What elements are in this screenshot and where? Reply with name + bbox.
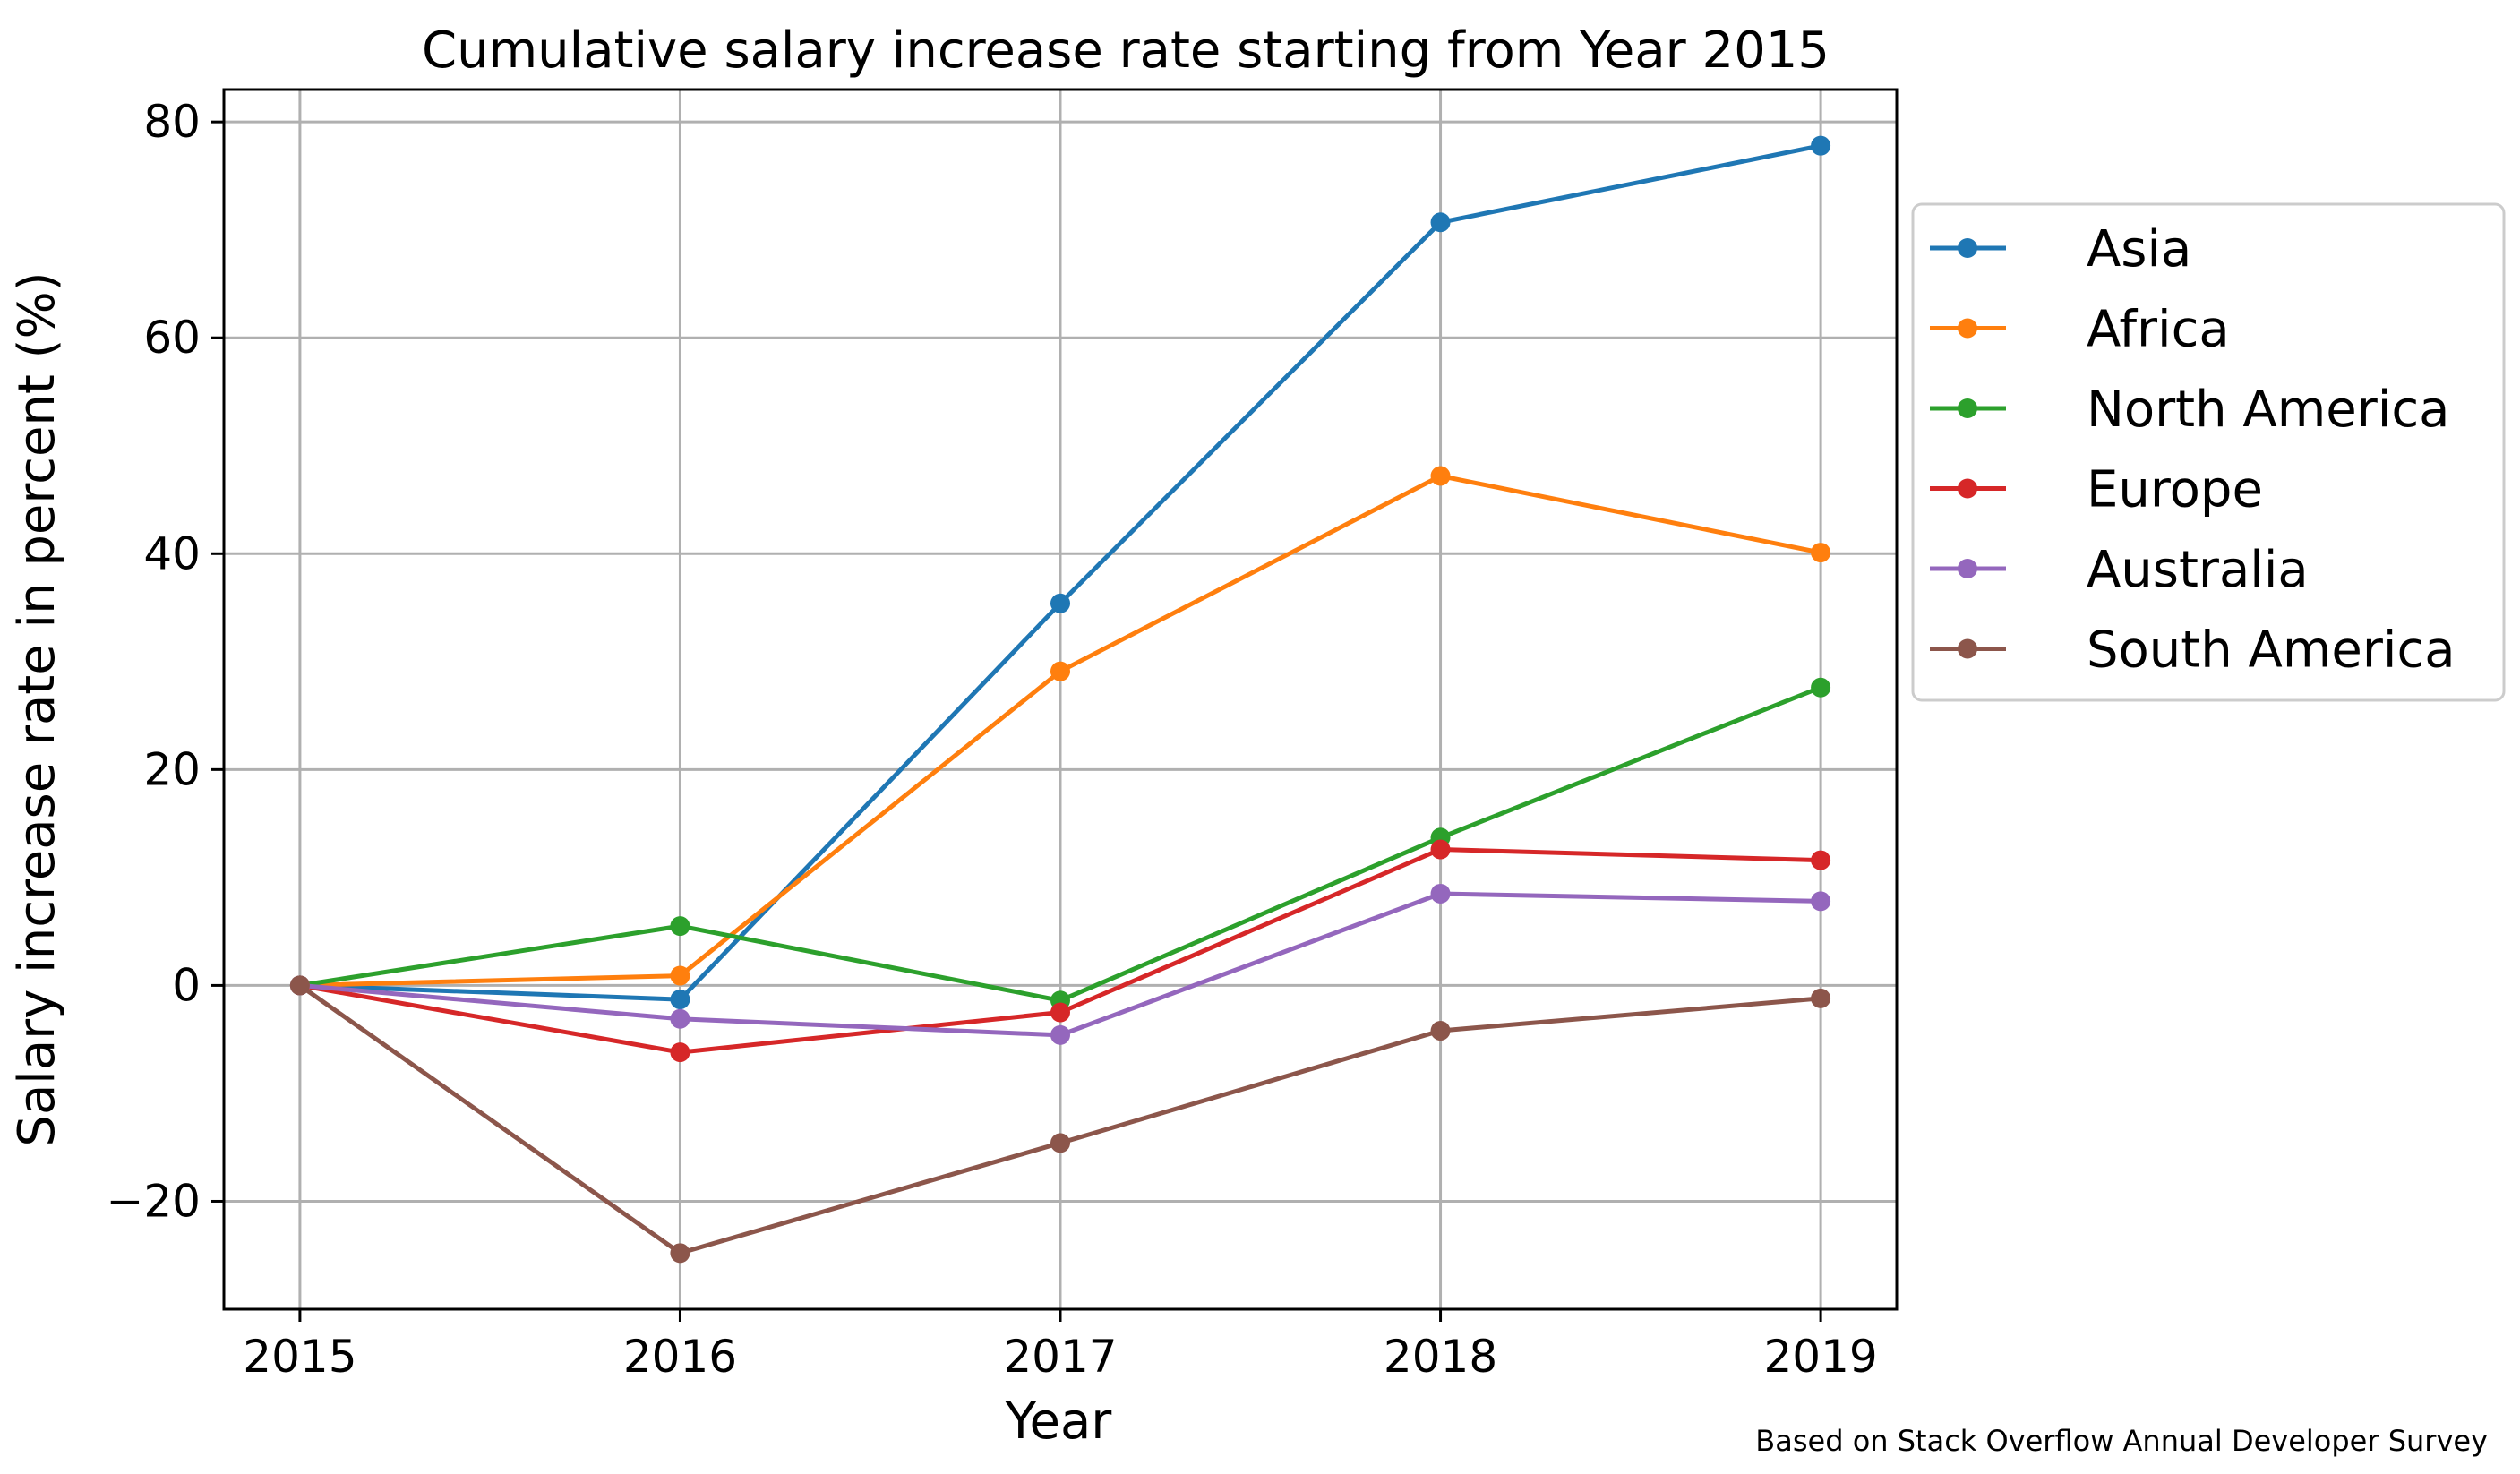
- data-point: [289, 975, 310, 996]
- data-point: [1430, 839, 1451, 860]
- legend-label: South America: [2087, 621, 2456, 680]
- data-point: [1430, 466, 1451, 486]
- y-tick-label: 60: [143, 312, 201, 364]
- series-south-america: [289, 975, 1831, 1264]
- data-point: [670, 916, 690, 937]
- legend-label: Europe: [2087, 461, 2263, 519]
- legend-marker: [1958, 638, 1977, 659]
- data-point: [670, 965, 690, 986]
- x-axis-title: Year: [1005, 1393, 1113, 1451]
- legend-box: [1911, 202, 2506, 702]
- data-point: [1811, 543, 1831, 563]
- data-point: [670, 1042, 690, 1063]
- legend-marker: [1958, 478, 1977, 499]
- data-point: [1811, 988, 1831, 1008]
- legend-marker: [1958, 318, 1977, 339]
- legend-item: South America: [1930, 621, 2456, 680]
- y-tick-label: 80: [143, 96, 201, 148]
- data-point: [1811, 677, 1831, 698]
- legend-label: Africa: [2087, 301, 2230, 359]
- axis-ticks: 2015 2016 2017 2018 2019 −20 0 20 40 60 80: [106, 96, 1877, 1383]
- grid: [224, 90, 1897, 1309]
- x-tick-label: 2015: [243, 1331, 356, 1383]
- x-tick-label: 2019: [1763, 1331, 1877, 1383]
- data-point: [670, 1243, 690, 1264]
- data-point: [1050, 661, 1070, 681]
- data-point: [1430, 212, 1451, 233]
- legend-marker: [1958, 238, 1977, 258]
- legend-item: Africa: [1930, 301, 2230, 359]
- data-point: [1050, 593, 1070, 613]
- footnote: Based on Stack Overflow Annual Developer…: [1755, 1424, 2488, 1458]
- series-layer: [289, 135, 1831, 1264]
- legend: Asia Africa North America Europe Australia So…: [1911, 202, 2506, 702]
- y-axis-title: Salary increase rate in percent (%): [8, 271, 66, 1146]
- y-tick-label: 20: [143, 743, 201, 795]
- data-point: [1811, 891, 1831, 912]
- data-point: [1050, 1024, 1070, 1045]
- legend-item: Europe: [1930, 461, 2263, 519]
- legend-label: North America: [2087, 381, 2449, 439]
- legend-label: Australia: [2087, 541, 2309, 599]
- data-point: [670, 990, 690, 1010]
- legend-item: North America: [1930, 381, 2449, 439]
- data-point: [1430, 1021, 1451, 1041]
- legend-label: Asia: [2087, 220, 2191, 279]
- y-tick-label: −20: [106, 1175, 201, 1227]
- data-point: [670, 1008, 690, 1029]
- data-point: [1811, 135, 1831, 156]
- y-tick-label: 0: [172, 959, 201, 1011]
- data-point: [1050, 1002, 1070, 1023]
- legend-item: Australia: [1930, 541, 2309, 599]
- data-point: [1430, 883, 1451, 904]
- y-tick-label: 40: [143, 527, 201, 579]
- x-tick-label: 2018: [1384, 1331, 1497, 1383]
- data-point: [1050, 1133, 1070, 1153]
- legend-item: Asia: [1930, 220, 2191, 279]
- data-point: [1811, 850, 1831, 870]
- legend-marker: [1958, 559, 1977, 578]
- legend-marker: [1958, 398, 1977, 418]
- x-tick-label: 2016: [623, 1331, 737, 1383]
- x-tick-label: 2017: [1003, 1331, 1117, 1383]
- chart-title: Cumulative salary increase rate starting…: [422, 21, 1830, 80]
